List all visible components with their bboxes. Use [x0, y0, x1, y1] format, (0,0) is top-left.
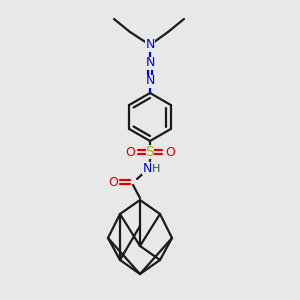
Text: N: N [145, 56, 155, 70]
Text: N: N [142, 161, 152, 175]
Text: O: O [125, 146, 135, 158]
Text: N: N [145, 38, 155, 52]
Text: O: O [165, 146, 175, 158]
Text: S: S [146, 145, 154, 159]
Text: O: O [108, 176, 118, 188]
Text: H: H [152, 164, 160, 174]
Text: N: N [145, 74, 155, 88]
